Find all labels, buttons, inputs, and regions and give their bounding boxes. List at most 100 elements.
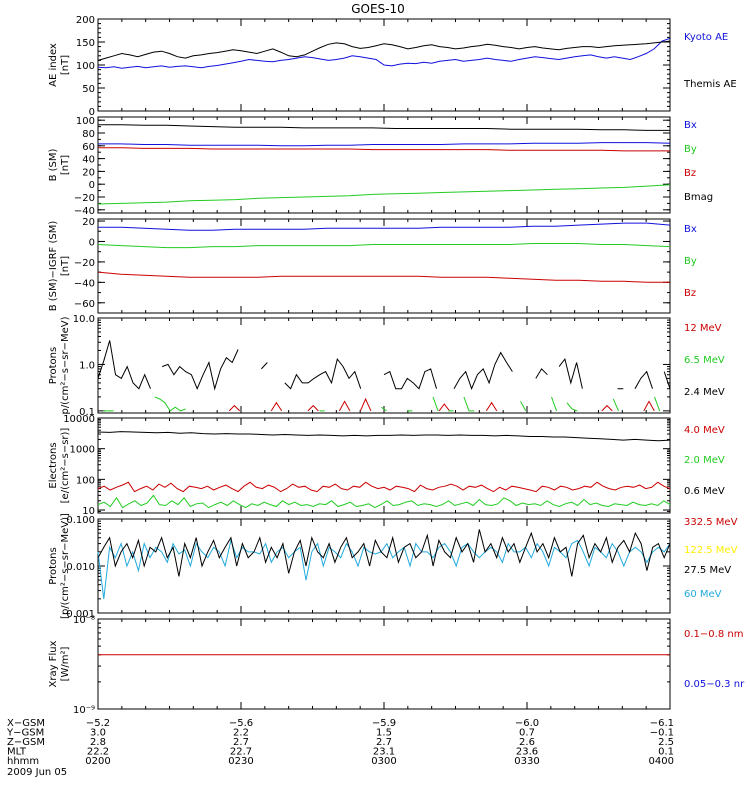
- y-tick-label: 0.1: [79, 407, 95, 418]
- series-line-themis-ae: [97, 40, 671, 61]
- y-tick-label: 0: [89, 237, 95, 248]
- series-line-bmag: [98, 124, 670, 131]
- y-tick-label: 0: [89, 180, 95, 191]
- x-row-value: 2.8: [90, 737, 106, 748]
- x-axis-table: X−GSM −5.2 −5.6 −5.9 −6.0 −6.1 Y−GSM 3.0 2.2 1.5 0…: [6, 718, 674, 778]
- x-row-value: −6.0: [515, 718, 539, 729]
- series-line-2-4-mev: [97, 340, 671, 391]
- date-label: 2009 Jun 05: [7, 767, 67, 778]
- legend-entry: 0.1−0.8 nm: [684, 629, 743, 640]
- legend-entry: 12 MeV: [684, 323, 722, 334]
- y-tick-label: 0: [89, 107, 95, 118]
- y-axis-label: Xray Flux: [48, 640, 59, 687]
- legend-entry: 60 MeV: [684, 589, 722, 600]
- x-row-value: −6.1: [650, 718, 674, 729]
- legend-entry: 4.0 MeV: [684, 425, 725, 436]
- x-row-label: Z−GSM: [7, 737, 45, 748]
- x-row-value: 2.5: [658, 737, 674, 748]
- y-axis-label: [nT]: [60, 155, 71, 175]
- y-tick-label: 10000: [63, 414, 95, 425]
- y-tick-label: 60: [82, 142, 95, 153]
- y-axis-label: [e/(cm²−s−sr)]: [60, 428, 71, 504]
- y-tick-label: 80: [82, 129, 95, 140]
- panel-bdiff: −60 −40 −20 0 20 B (SM)−IGRF (SM) [nT] Bx By Bz: [48, 217, 697, 314]
- legend-entry: 2.0 MeV: [684, 455, 725, 466]
- series-line-0-6-mev: [97, 431, 671, 442]
- x-row-value: 3.0: [90, 728, 106, 739]
- legend-entry: Bz: [684, 168, 696, 179]
- y-tick-label: 200: [76, 15, 95, 26]
- y-tick-label: 0.010: [66, 562, 95, 573]
- series-line-60-mev: [97, 538, 671, 599]
- y-tick-label: 10.0: [73, 314, 95, 325]
- x-row-value: 23.6: [516, 747, 538, 758]
- legend-entry: 2.4 MeV: [684, 387, 725, 398]
- y-tick-label: 20: [82, 217, 95, 228]
- y-tick-label: 100: [76, 116, 95, 127]
- x-row-value: 1.5: [376, 728, 392, 739]
- y-tick-label: 100: [76, 475, 95, 486]
- series-line-bz: [97, 271, 670, 283]
- x-row-value: 2.7: [233, 737, 249, 748]
- series-line-27-5-mev: [97, 529, 671, 577]
- series-line-by: [97, 184, 671, 205]
- x-row-value: 0.1: [658, 747, 674, 758]
- legend-entry: 27.5 MeV: [684, 565, 731, 576]
- x-row-value: 22.7: [230, 747, 252, 758]
- legend-entry: 332.5 MeV: [684, 517, 738, 528]
- series-line-kyoto-ae: [97, 37, 671, 69]
- x-row-value: −5.6: [229, 718, 253, 729]
- panel-xray: 10⁻⁹ 10⁻⁸ Xray Flux [W/m²] 0.1−0.8 nm 0.05−0.…: [48, 615, 745, 716]
- y-tick-label: −60: [74, 299, 95, 310]
- y-tick-label: −20: [74, 258, 95, 269]
- y-tick-label: 10: [82, 506, 95, 517]
- x-row-value: 2.7: [376, 737, 392, 748]
- y-tick-label: −40: [74, 278, 95, 289]
- y-axis-label: [p/(cm²−s−sr−MeV)]: [60, 513, 71, 619]
- x-row-label: hhmm: [7, 756, 39, 767]
- x-row-label: MLT: [7, 747, 27, 758]
- panel-frame: [97, 618, 671, 710]
- y-tick-label: −40: [74, 206, 95, 217]
- y-axis-label: [W/m²]: [60, 646, 71, 681]
- x-row-value: 0230: [228, 756, 253, 767]
- y-tick-label: 50: [82, 84, 95, 95]
- y-axis-label: Protons: [48, 547, 59, 584]
- x-row-value: 0200: [85, 756, 110, 767]
- panel-protons_high: 0.001 0.010 0.100 Protons [p/(cm²−s−sr−MeV)]…: [48, 513, 738, 620]
- y-tick-label: 40: [82, 155, 95, 166]
- legend-entry: Bx: [684, 120, 697, 131]
- y-tick-label: 1000: [70, 445, 95, 456]
- panel-frame: [97, 317, 671, 414]
- y-axis-label: B (SM)−IGRF (SM): [48, 221, 59, 312]
- legend-entry: 0.05−0.3 nr: [684, 679, 745, 690]
- x-row-value: −5.9: [372, 718, 396, 729]
- y-axis-label: Electrons: [48, 442, 59, 488]
- x-row-value: 2.6: [519, 737, 535, 748]
- panel-frame: [97, 218, 671, 314]
- y-axis-label: B (SM): [48, 148, 59, 181]
- x-row-value: −0.1: [650, 728, 674, 739]
- series-line-4-0-mev: [97, 481, 671, 493]
- y-tick-label: −20: [74, 193, 95, 204]
- y-tick-label: 150: [76, 38, 95, 49]
- y-axis-label: [nT]: [60, 256, 71, 276]
- panel-frame: [97, 518, 671, 614]
- y-tick-label: 1.0: [79, 360, 95, 371]
- y-axis-label: AE index: [48, 43, 59, 87]
- legend-entry: 6.5 MeV: [684, 355, 725, 366]
- panel-electrons: 10 100 1000 10000 Electrons [e/(cm²−s−sr)] 4.0…: [48, 414, 725, 517]
- legend-entry: Themis AE: [683, 79, 737, 90]
- series-line-2-0-mev: [97, 494, 671, 509]
- y-tick-label: 10⁻⁸: [73, 615, 95, 626]
- legend-entry: Kyoto AE: [684, 32, 728, 43]
- legend-entry: 0.6 MeV: [684, 486, 725, 497]
- x-row-value: 0330: [514, 756, 539, 767]
- series-line-by: [97, 243, 671, 249]
- figure-title: GOES-10: [351, 2, 405, 16]
- legend-entry: Bx: [684, 224, 697, 235]
- x-row-value: 0.7: [519, 728, 535, 739]
- x-row-value: 2.2: [233, 728, 249, 739]
